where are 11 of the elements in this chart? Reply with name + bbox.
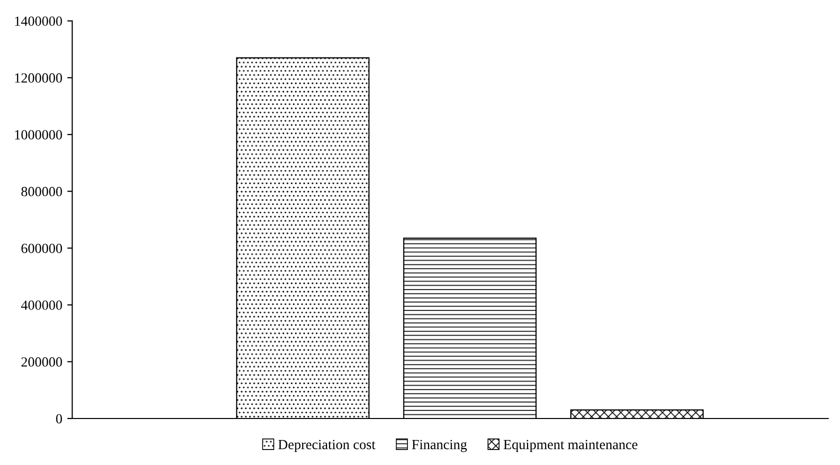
y-tick-label: 800000: [21, 186, 62, 196]
y-tick-label: 400000: [21, 300, 62, 310]
legend-label: Financing: [412, 440, 467, 452]
legend-label: Equipment maintenance: [504, 440, 638, 452]
y-tick-label: 1000000: [15, 130, 62, 140]
y-tick-label: 0: [56, 414, 62, 424]
y-tick-label: 200000: [21, 357, 62, 367]
legend-label: Depreciation cost: [278, 440, 376, 452]
y-tick-label: 600000: [21, 244, 62, 254]
y-tick-label: 1200000: [15, 73, 62, 83]
y-tick-label: 1400000: [15, 16, 62, 26]
